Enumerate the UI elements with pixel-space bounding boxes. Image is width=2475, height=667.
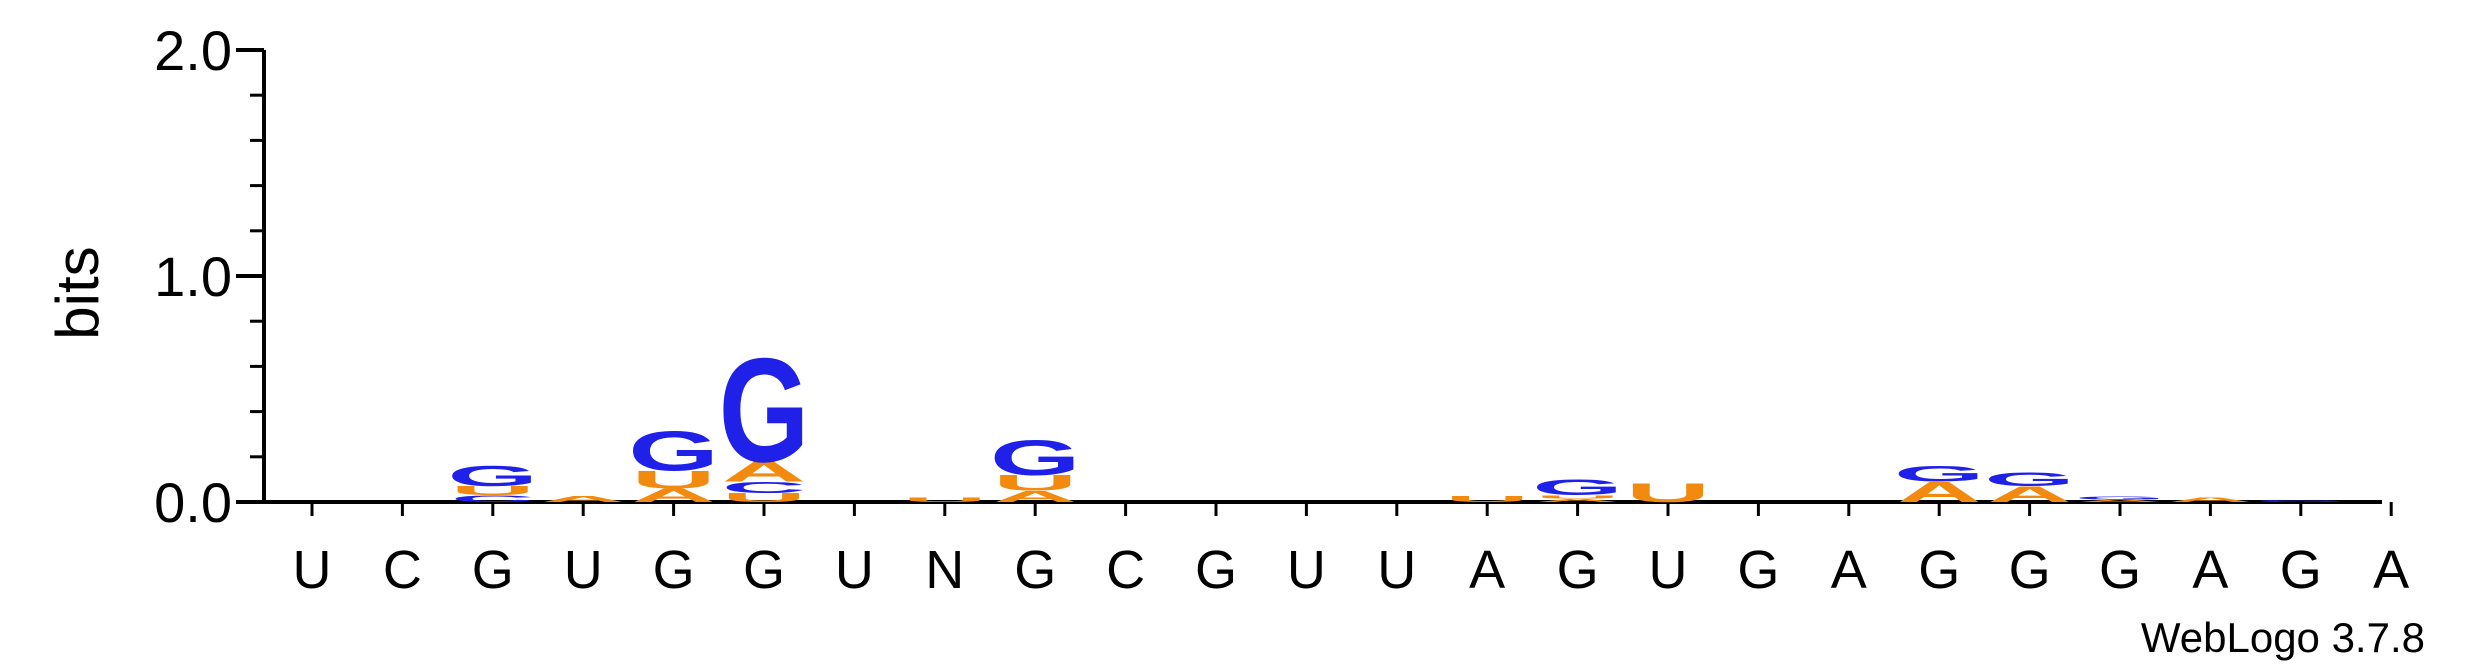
logo-letter-G: G bbox=[1532, 475, 1623, 500]
x-tick-label: N bbox=[925, 540, 964, 600]
x-tick-label: G bbox=[472, 540, 514, 600]
x-tick-label: A bbox=[2192, 540, 2228, 600]
credit-label: WebLogo 3.7.8 bbox=[2141, 614, 2425, 661]
logo-letter-glyph: G bbox=[2255, 500, 2346, 503]
logo-letter-G: G bbox=[2255, 500, 2346, 503]
logo-letter-G: G bbox=[2075, 495, 2166, 500]
logo-letter-U: U bbox=[1626, 478, 1710, 508]
x-tick-label: G bbox=[1195, 540, 1237, 600]
logo-letter-G: G bbox=[628, 420, 719, 483]
x-tick-label: U bbox=[1287, 540, 1326, 600]
logo-letter-glyph: G bbox=[719, 328, 810, 494]
logo-letter-glyph: A bbox=[2168, 496, 2252, 503]
y-tick-label: 0.0 bbox=[154, 471, 232, 534]
x-tick-label: A bbox=[1831, 540, 1867, 600]
x-tick-label: U bbox=[835, 540, 874, 600]
x-tick-label: U bbox=[1377, 540, 1416, 600]
logo-letter-glyph: G bbox=[990, 430, 1081, 486]
x-tick-marks bbox=[312, 502, 2391, 516]
logo-letter-glyph: G bbox=[1984, 469, 2075, 490]
x-tick-label: G bbox=[653, 540, 695, 600]
x-tick-label: C bbox=[1106, 540, 1145, 600]
logo-letter-U: U bbox=[1445, 495, 1529, 504]
y-major-ticks bbox=[236, 50, 264, 502]
x-tick-label: U bbox=[1649, 540, 1688, 600]
logo-letter-G: G bbox=[447, 460, 538, 492]
y-tick-label: 2.0 bbox=[154, 19, 232, 82]
x-tick-label: G bbox=[1557, 540, 1599, 600]
logo-letter-G: G bbox=[1894, 462, 1985, 487]
x-tick-label: G bbox=[1014, 540, 1056, 600]
x-tick-label: C bbox=[383, 540, 422, 600]
logo-letter-glyph: G bbox=[1894, 462, 1985, 487]
logo-letter-glyph: G bbox=[628, 420, 719, 483]
logo-letter-glyph: G bbox=[2075, 495, 2166, 500]
x-tick-label: G bbox=[1918, 540, 1960, 600]
x-tick-label: G bbox=[2280, 540, 2322, 600]
logo-letter-A: A bbox=[2168, 496, 2252, 503]
y-tick-label: 1.0 bbox=[154, 245, 232, 308]
x-tick-label: U bbox=[564, 540, 603, 600]
logo-letter-glyph: G bbox=[1532, 475, 1623, 500]
logo-letter-glyph: U bbox=[903, 496, 987, 503]
logo-letter-glyph: A bbox=[541, 495, 625, 504]
logo-letter-glyph: G bbox=[447, 460, 538, 492]
x-tick-label: G bbox=[1737, 540, 1779, 600]
logo-letter-G: G bbox=[990, 430, 1081, 486]
logo-letter-glyph: U bbox=[1445, 495, 1529, 504]
logo-letter-U: U bbox=[903, 496, 987, 503]
x-tick-label: A bbox=[1469, 540, 1505, 600]
y-tick-labels: 0.0 1.0 2.0 bbox=[154, 19, 232, 534]
logo-letter-G: G bbox=[719, 328, 810, 494]
x-tick-label: U bbox=[293, 540, 332, 600]
x-tick-label: G bbox=[2009, 540, 2051, 600]
logo-letter-G: G bbox=[1984, 469, 2075, 490]
x-tick-label: A bbox=[2373, 540, 2409, 600]
logo-letter-A: A bbox=[541, 495, 625, 504]
x-tick-label: G bbox=[2099, 540, 2141, 600]
x-tick-label: G bbox=[743, 540, 785, 600]
logo-letter-glyph: U bbox=[1626, 478, 1710, 508]
y-axis-label: bits bbox=[44, 246, 111, 339]
